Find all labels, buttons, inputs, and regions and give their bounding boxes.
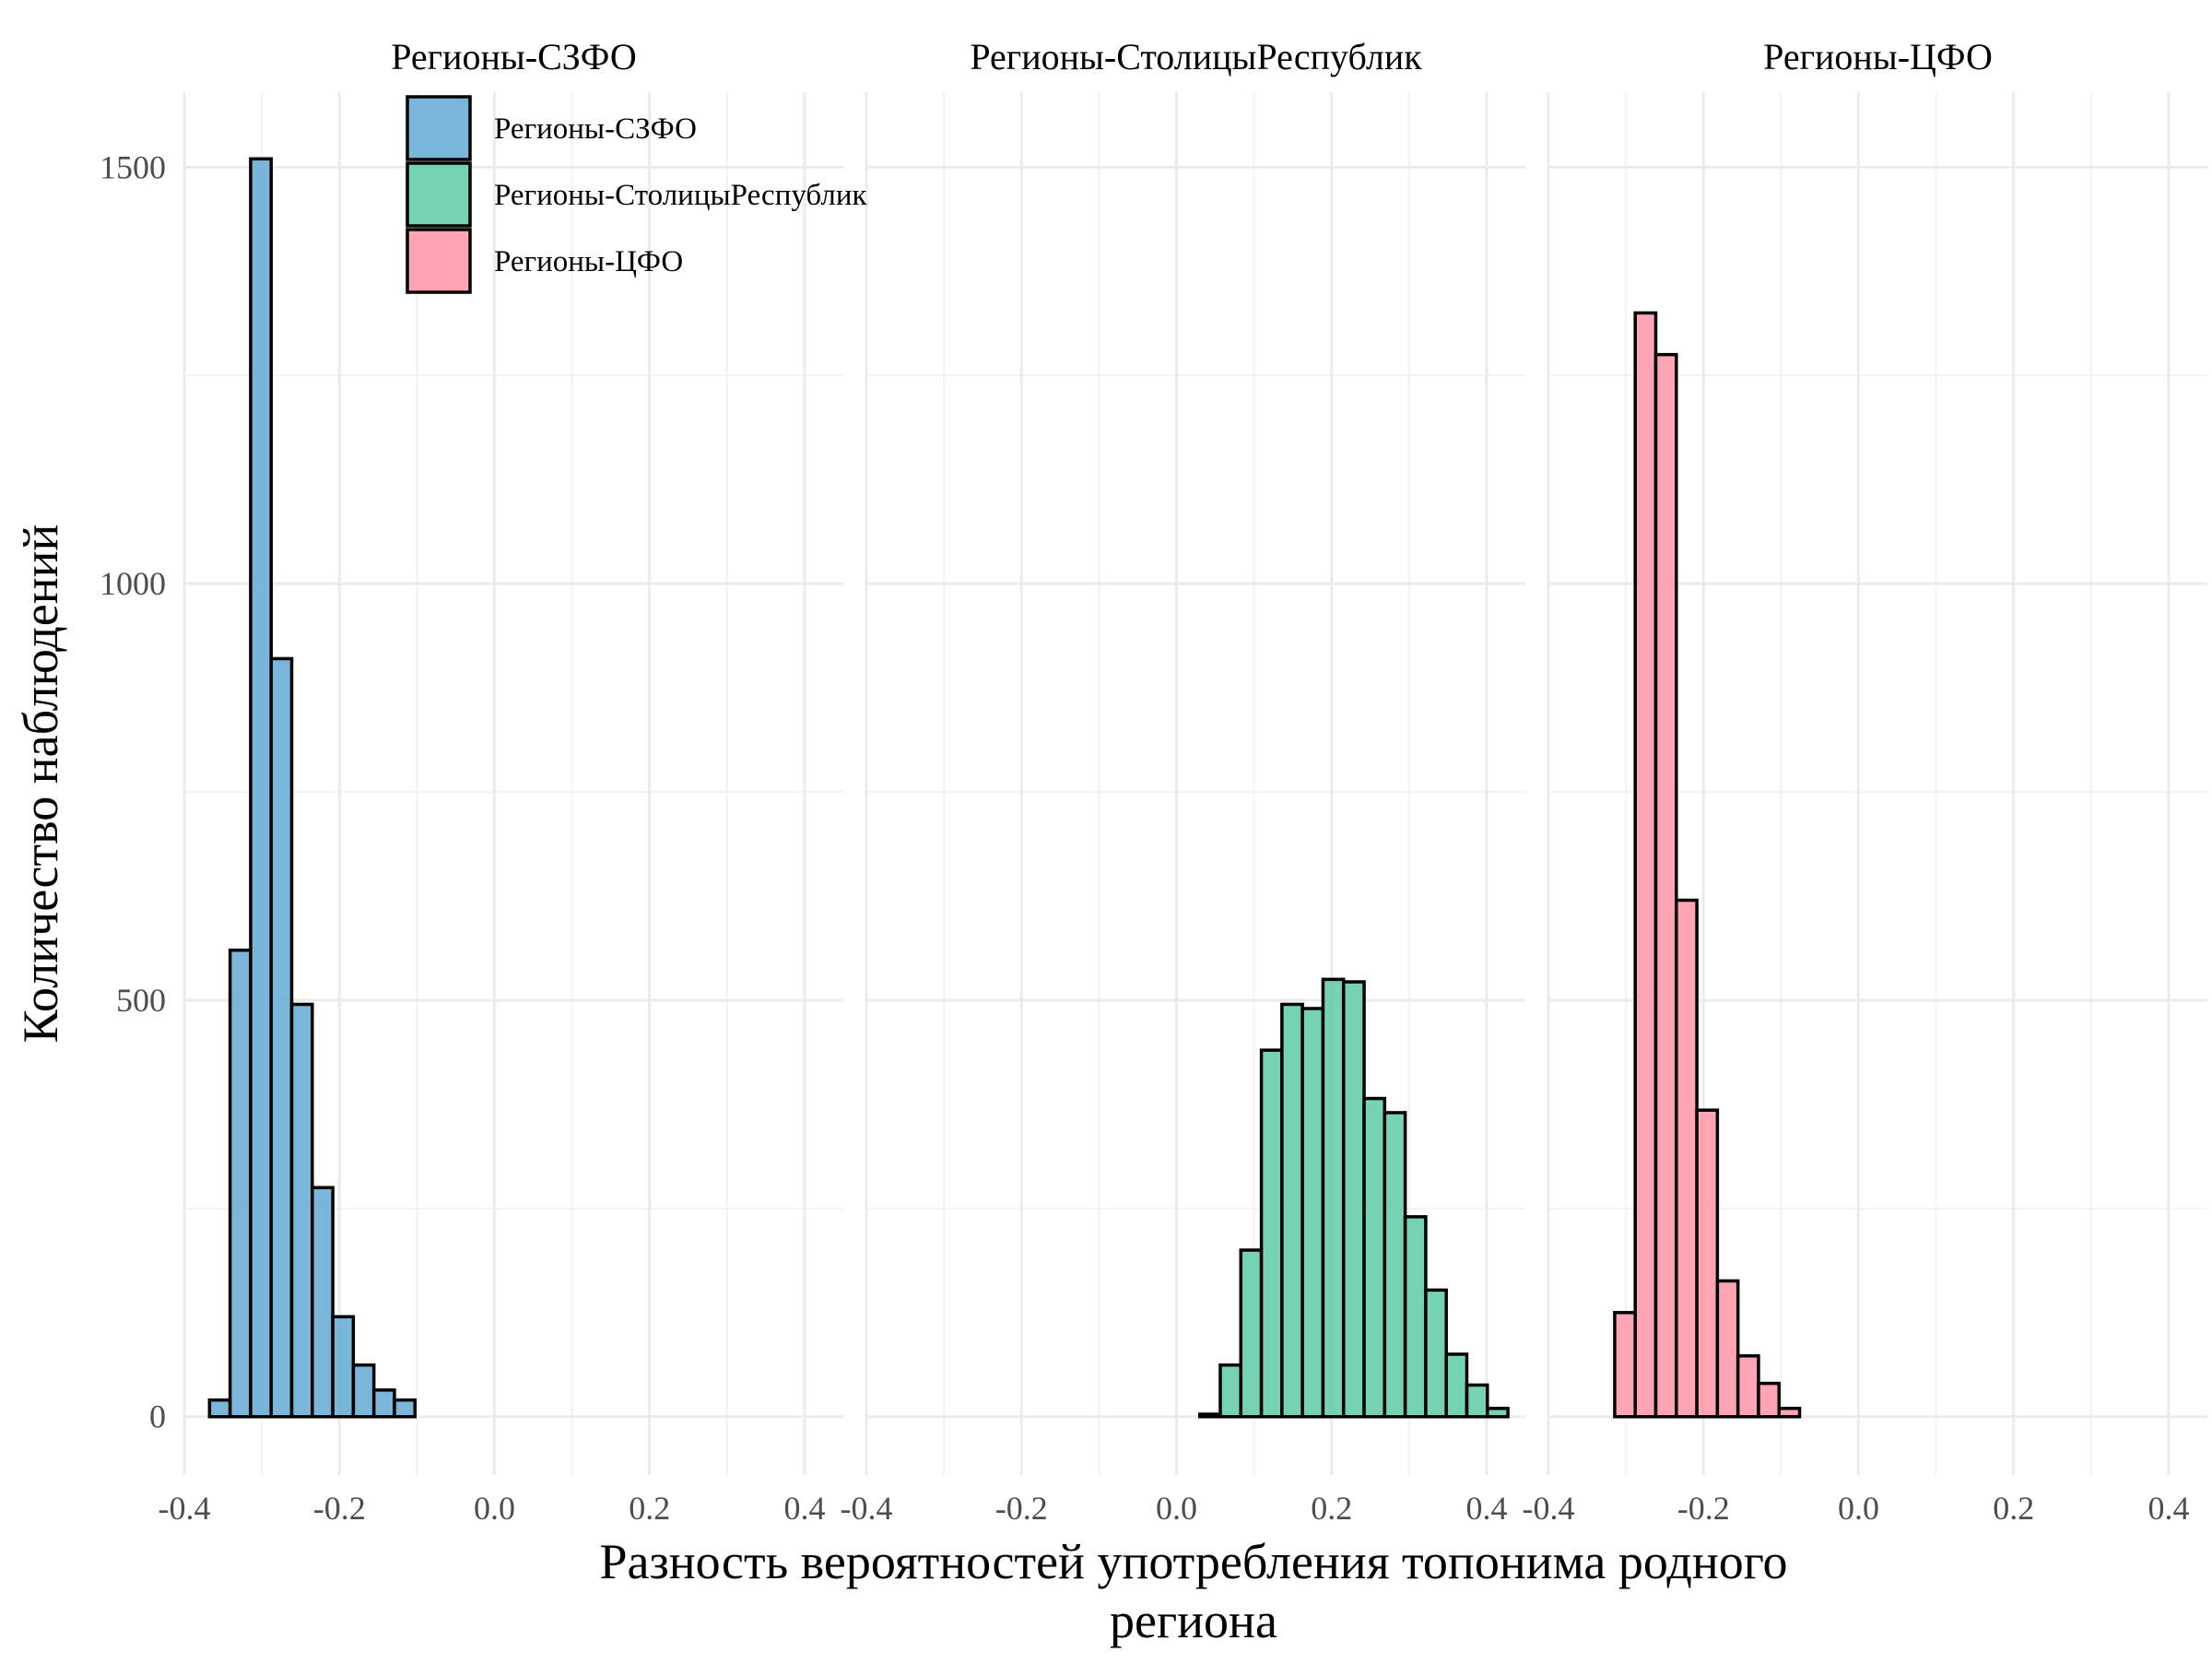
y-tick-label: 0 bbox=[149, 1398, 166, 1435]
histogram-bar bbox=[1239, 1248, 1264, 1419]
x-tick-label: 0.4 bbox=[783, 1490, 825, 1527]
histogram-bar bbox=[1403, 1215, 1428, 1419]
facet-strip-title: Регионы-СЗФО bbox=[391, 36, 637, 77]
grid-layer bbox=[182, 92, 2207, 1475]
histogram-bar bbox=[1653, 352, 1678, 1419]
histogram-bar bbox=[1757, 1381, 1782, 1419]
legend-key bbox=[406, 228, 472, 294]
histogram-bar bbox=[1280, 1002, 1304, 1419]
x-tick-label: -0.2 bbox=[313, 1490, 366, 1527]
legend-label: Регионы-СтолицыРеспублик bbox=[494, 179, 868, 212]
x-tick-label: 0.0 bbox=[474, 1490, 515, 1527]
x-tick-label: 0.0 bbox=[1838, 1490, 1879, 1527]
histogram-bar bbox=[249, 157, 273, 1419]
histogram-bar bbox=[351, 1363, 376, 1419]
x-tick-label: -0.4 bbox=[159, 1490, 211, 1527]
x-tick-label: -0.4 bbox=[841, 1490, 893, 1527]
legend-label: Регионы-СЗФО bbox=[494, 112, 697, 146]
x-axis-title-line-1: Разность вероятностей употребления топон… bbox=[599, 1534, 1787, 1589]
histogram-bar bbox=[331, 1315, 356, 1419]
histogram-bar bbox=[269, 656, 294, 1419]
x-tick-label: 0.4 bbox=[1465, 1490, 1507, 1527]
histogram-bar bbox=[1675, 898, 1699, 1419]
histogram-bar bbox=[1259, 1048, 1284, 1419]
histogram-bar bbox=[1777, 1406, 1802, 1419]
histogram-bar bbox=[1197, 1412, 1222, 1419]
text-layer: Регионы-СЗФО -0.4 -0.2 0.0 0.2 0.4 Регионы-Сто… bbox=[13, 36, 2189, 1648]
histogram-bar bbox=[1362, 1096, 1387, 1419]
x-tick-label: 0.0 bbox=[1156, 1490, 1197, 1527]
histogram-bar bbox=[1444, 1352, 1469, 1419]
histogram-bar bbox=[1382, 1111, 1407, 1419]
facet-strip-title: Регионы-СтолицыРеспублик bbox=[970, 36, 1422, 77]
histogram-bar bbox=[289, 1002, 314, 1419]
histogram-bar bbox=[311, 1186, 335, 1419]
legend: Регионы-СЗФО Регионы-СтолицыРеспублик Реги… bbox=[406, 95, 868, 294]
histogram-bar bbox=[1218, 1363, 1243, 1419]
x-tick-label: -0.2 bbox=[995, 1490, 1048, 1527]
histogram-bar bbox=[228, 948, 253, 1419]
bars-layer bbox=[207, 157, 1802, 1419]
histogram-bar bbox=[1341, 980, 1366, 1419]
histogram-bar bbox=[207, 1398, 232, 1419]
histogram-bar bbox=[1486, 1406, 1510, 1419]
x-tick-label: -0.4 bbox=[1523, 1490, 1575, 1527]
histogram-bar bbox=[371, 1388, 396, 1419]
y-axis-title: Количество наблюдений bbox=[13, 525, 68, 1044]
histogram-bar bbox=[1424, 1288, 1448, 1419]
histogram-bar bbox=[393, 1398, 418, 1419]
histogram-bar bbox=[1613, 1311, 1637, 1419]
x-axis-title-line-2: региона bbox=[1110, 1593, 1277, 1648]
legend-key bbox=[406, 161, 472, 228]
x-tick-label: 0.2 bbox=[1311, 1490, 1352, 1527]
histogram-bar bbox=[1300, 1007, 1325, 1419]
histogram-bar bbox=[1321, 977, 1346, 1419]
x-tick-label: 0.4 bbox=[2147, 1490, 2189, 1527]
y-tick-label: 1000 bbox=[100, 565, 166, 602]
facet-strip-title: Регионы-ЦФО bbox=[1763, 36, 1993, 77]
x-tick-label: 0.2 bbox=[1993, 1490, 2034, 1527]
y-tick-label: 500 bbox=[116, 982, 166, 1019]
x-tick-label: 0.2 bbox=[629, 1490, 670, 1527]
histogram-bar bbox=[1695, 1108, 1720, 1419]
histogram-bar bbox=[1735, 1354, 1760, 1419]
y-tick-label: 1500 bbox=[100, 148, 166, 185]
histogram-bar bbox=[1633, 311, 1658, 1419]
histogram-bar bbox=[1465, 1383, 1489, 1419]
legend-key bbox=[406, 95, 472, 161]
x-tick-label: -0.2 bbox=[1677, 1490, 1730, 1527]
histogram-bar bbox=[1715, 1279, 1740, 1419]
legend-label: Регионы-ЦФО bbox=[494, 245, 683, 278]
